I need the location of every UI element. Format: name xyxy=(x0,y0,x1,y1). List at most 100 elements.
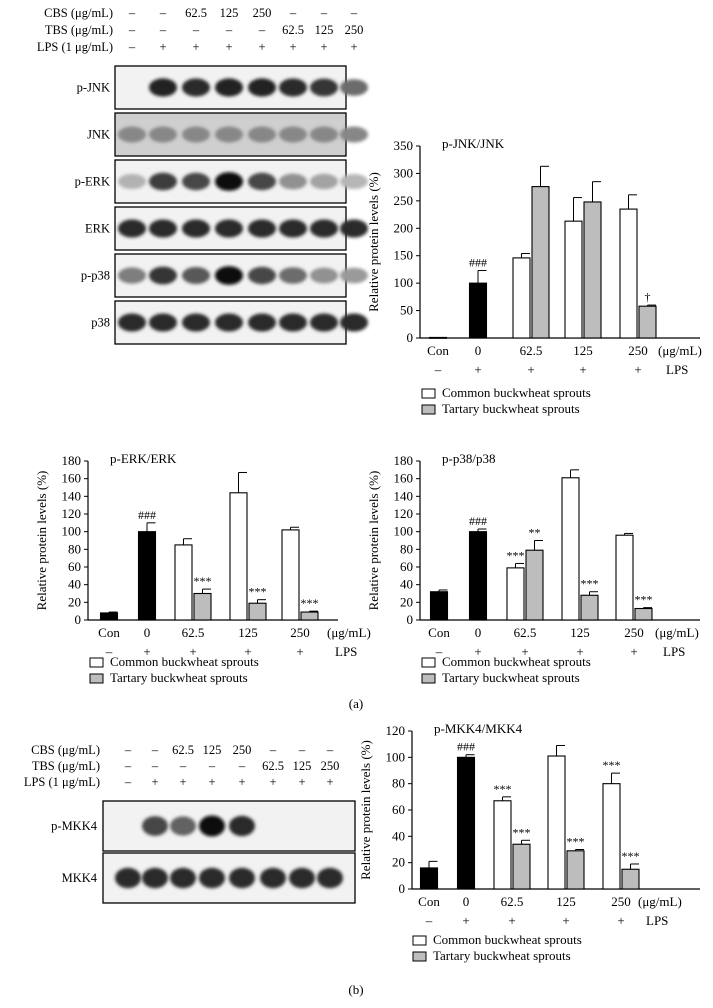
x-tick-label: 250 xyxy=(628,343,648,358)
blot-band xyxy=(248,172,276,191)
blot-row-label: LPS (1 μg/mL) xyxy=(24,775,100,789)
significance-mark: ### xyxy=(469,514,487,528)
x-unit-label: (μg/mL) xyxy=(638,894,682,909)
blot-row-label: LPS (1 μg/mL) xyxy=(37,40,113,54)
y-tick-label: 0 xyxy=(399,881,406,896)
blot-row-value: + xyxy=(258,40,265,54)
y-tick-label: 100 xyxy=(394,275,414,290)
blot-row-value: – xyxy=(258,23,266,37)
blot-band xyxy=(340,79,368,96)
x-tick-label: 0 xyxy=(144,625,151,640)
x-tick-label: 62.5 xyxy=(501,894,524,909)
blot-row-value: – xyxy=(128,23,136,37)
blot-band xyxy=(182,313,210,332)
bar xyxy=(300,611,319,621)
blot-row-value: – xyxy=(238,759,246,773)
bar xyxy=(137,531,157,621)
y-tick-label: 150 xyxy=(394,248,414,263)
bar xyxy=(193,592,212,621)
y-tick-label: 300 xyxy=(394,165,414,180)
bar xyxy=(621,868,640,890)
x-tick-label: 250 xyxy=(611,894,631,909)
bar xyxy=(429,591,449,621)
western-blot-panel-b: CBS (μg/mL) – –62.5 125 250– – –TBS (μg/mL) – – –… xyxy=(24,743,356,904)
blot-band xyxy=(310,219,338,238)
chart-title: p-ERK/ERK xyxy=(110,451,177,466)
x-tick-label: 125 xyxy=(556,894,576,909)
blot-band xyxy=(279,173,307,190)
band-label: ERK xyxy=(85,222,110,236)
x-tick-label: 0 xyxy=(463,894,470,909)
blot-band xyxy=(229,815,255,837)
y-tick-label: 0 xyxy=(75,612,82,627)
blot-band xyxy=(118,126,146,143)
blot-band xyxy=(118,219,146,238)
blot-row-label: TBS (μg/mL) xyxy=(45,23,113,37)
lps-sign: + xyxy=(474,644,481,659)
significance-mark: *** xyxy=(622,849,640,863)
blot-row-value: – xyxy=(269,743,277,757)
significance-mark: *** xyxy=(494,782,512,796)
legend-swatch xyxy=(421,404,436,415)
blot-band xyxy=(118,173,146,190)
blot-row-value: + xyxy=(192,40,199,54)
blot-row-value: + xyxy=(159,40,166,54)
x-tick-label: 62.5 xyxy=(520,343,543,358)
lps-sign: – xyxy=(435,644,443,659)
legend-label: Common buckwheat sprouts xyxy=(433,932,582,947)
bar xyxy=(468,282,488,339)
x-unit-label: (μg/mL) xyxy=(655,625,699,640)
legend-swatch xyxy=(412,951,427,962)
bar xyxy=(583,201,602,339)
blot-row-value: + xyxy=(269,775,276,789)
x-tick-label: Con xyxy=(427,343,449,358)
blot-row-value: 125 xyxy=(220,6,239,20)
bar xyxy=(634,607,653,621)
chart-p-jnk-jnk: 0 50 100 150 200 250 300 350 Relative protein le… xyxy=(366,136,702,416)
blot-row-value: 125 xyxy=(293,759,312,773)
y-tick-label: 100 xyxy=(386,749,406,764)
lps-sign: + xyxy=(296,644,303,659)
bar xyxy=(468,531,488,621)
blot-band xyxy=(199,815,225,837)
x-tick-label: Con xyxy=(428,625,450,640)
blot-band xyxy=(215,78,243,97)
y-tick-label: 80 xyxy=(400,541,413,556)
blot-row-value: 250 xyxy=(253,6,272,20)
lps-sign: + xyxy=(244,644,251,659)
blot-row-label: TBS (μg/mL) xyxy=(32,759,100,773)
y-tick-label: 50 xyxy=(400,303,413,318)
legend-swatch xyxy=(89,657,104,668)
blot-band xyxy=(182,219,210,238)
significance-mark: *** xyxy=(301,596,319,610)
blot-band xyxy=(340,313,368,332)
bar xyxy=(281,529,300,621)
lps-sign: + xyxy=(579,362,586,377)
lps-sign: + xyxy=(630,644,637,659)
significance-mark: *** xyxy=(249,585,267,599)
bar xyxy=(580,594,599,621)
chart-title: p-p38/p38 xyxy=(442,451,495,466)
panel-label-b: (b) xyxy=(348,982,363,997)
x-tick-label: 125 xyxy=(573,343,593,358)
blot-row-value: + xyxy=(350,40,357,54)
blot-row-value: + xyxy=(179,775,186,789)
chart-p-p38-p38: 0 20 40 60 80 100 120 140 160 180 Relative protein… xyxy=(366,451,700,685)
chart-p-erk-erk: 0 20 40 60 80 100 120 140 160 180 Relative protein… xyxy=(34,451,371,685)
lps-sign: + xyxy=(474,362,481,377)
y-tick-label: 60 xyxy=(68,559,81,574)
chart-p-mkk4-mkk4: 0 20 40 60 80 100 120 Relative protein levels (… xyxy=(358,721,700,963)
blot-band xyxy=(310,173,338,190)
blot-row-value: – xyxy=(179,759,187,773)
x-tick-label: 62.5 xyxy=(182,625,205,640)
y-tick-label: 140 xyxy=(62,488,82,503)
legend-label: Tartary buckwheat sprouts xyxy=(442,401,580,416)
significance-mark: *** xyxy=(635,593,653,607)
legend-label: Tartary buckwheat sprouts xyxy=(110,670,248,685)
bar xyxy=(531,186,550,339)
blot-row-label: CBS (μg/mL) xyxy=(31,743,100,757)
y-tick-label: 120 xyxy=(62,506,82,521)
blot-row-value: 125 xyxy=(203,743,222,757)
blot-band xyxy=(279,219,307,238)
y-tick-label: 180 xyxy=(62,453,82,468)
